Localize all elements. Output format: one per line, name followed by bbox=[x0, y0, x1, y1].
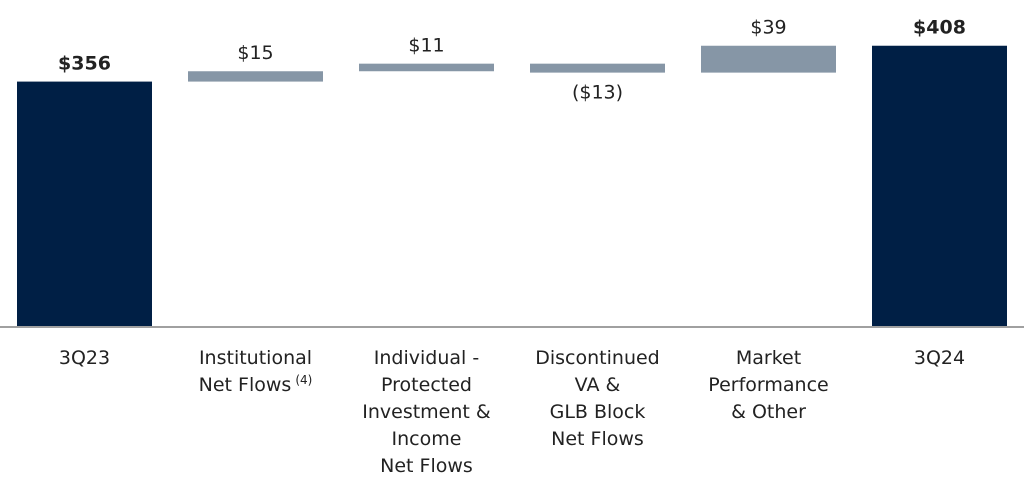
label-text: Net Flows bbox=[551, 428, 644, 450]
bar bbox=[530, 63, 665, 73]
x-tick-label: & Other bbox=[731, 401, 806, 423]
x-tick-label: Individual - bbox=[374, 347, 479, 369]
x-tick-label: Market bbox=[736, 347, 801, 369]
label-text: 3Q24 bbox=[914, 347, 965, 369]
label-text: Market bbox=[736, 347, 801, 369]
bar bbox=[188, 71, 323, 82]
bar bbox=[359, 63, 494, 72]
label-text: & Other bbox=[731, 401, 806, 423]
x-tick-label: VA & bbox=[575, 374, 621, 396]
value-label: $39 bbox=[750, 17, 786, 39]
value-label: ($13) bbox=[572, 82, 623, 104]
x-tick-label: Investment & bbox=[362, 401, 491, 423]
value-label: $408 bbox=[913, 17, 966, 39]
label-text: Net Flows bbox=[199, 374, 292, 396]
x-tick-label: Income bbox=[392, 428, 462, 450]
bar bbox=[872, 45, 1007, 328]
x-tick-label: Discontinued bbox=[535, 347, 659, 369]
label-text: Protected bbox=[381, 374, 472, 396]
x-tick-label: Institutional bbox=[199, 347, 312, 369]
label-text: Discontinued bbox=[535, 347, 659, 369]
label-text: Income bbox=[392, 428, 462, 450]
label-text: Individual - bbox=[374, 347, 479, 369]
x-tick-label: 3Q23 bbox=[59, 347, 110, 369]
x-tick-label: Net Flows bbox=[551, 428, 644, 450]
value-label: $11 bbox=[408, 35, 444, 57]
x-tick-label: Net Flows bbox=[380, 455, 473, 477]
x-tick-label: Performance bbox=[708, 374, 828, 396]
label-text: Performance bbox=[708, 374, 828, 396]
value-label: $356 bbox=[58, 53, 111, 75]
label-text: VA & bbox=[575, 374, 621, 396]
bar bbox=[701, 45, 836, 73]
label-text: 3Q23 bbox=[59, 347, 110, 369]
x-tick-label: Protected bbox=[381, 374, 472, 396]
value-label: $15 bbox=[237, 42, 273, 64]
label-text: GLB Block bbox=[550, 401, 646, 423]
label-text: Institutional bbox=[199, 347, 312, 369]
x-tick-label: GLB Block bbox=[550, 401, 646, 423]
label-text: Net Flows bbox=[380, 455, 473, 477]
x-tick-label: Net Flows (4) bbox=[199, 373, 313, 396]
bar bbox=[17, 81, 152, 327]
x-tick-label: 3Q24 bbox=[914, 347, 965, 369]
footnote-mark: (4) bbox=[295, 373, 312, 387]
label-text: Investment & bbox=[362, 401, 491, 423]
